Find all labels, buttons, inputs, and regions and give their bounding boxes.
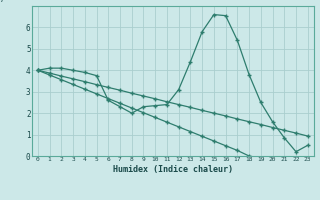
X-axis label: Humidex (Indice chaleur): Humidex (Indice chaleur) [113,165,233,174]
Text: 7: 7 [0,0,4,4]
